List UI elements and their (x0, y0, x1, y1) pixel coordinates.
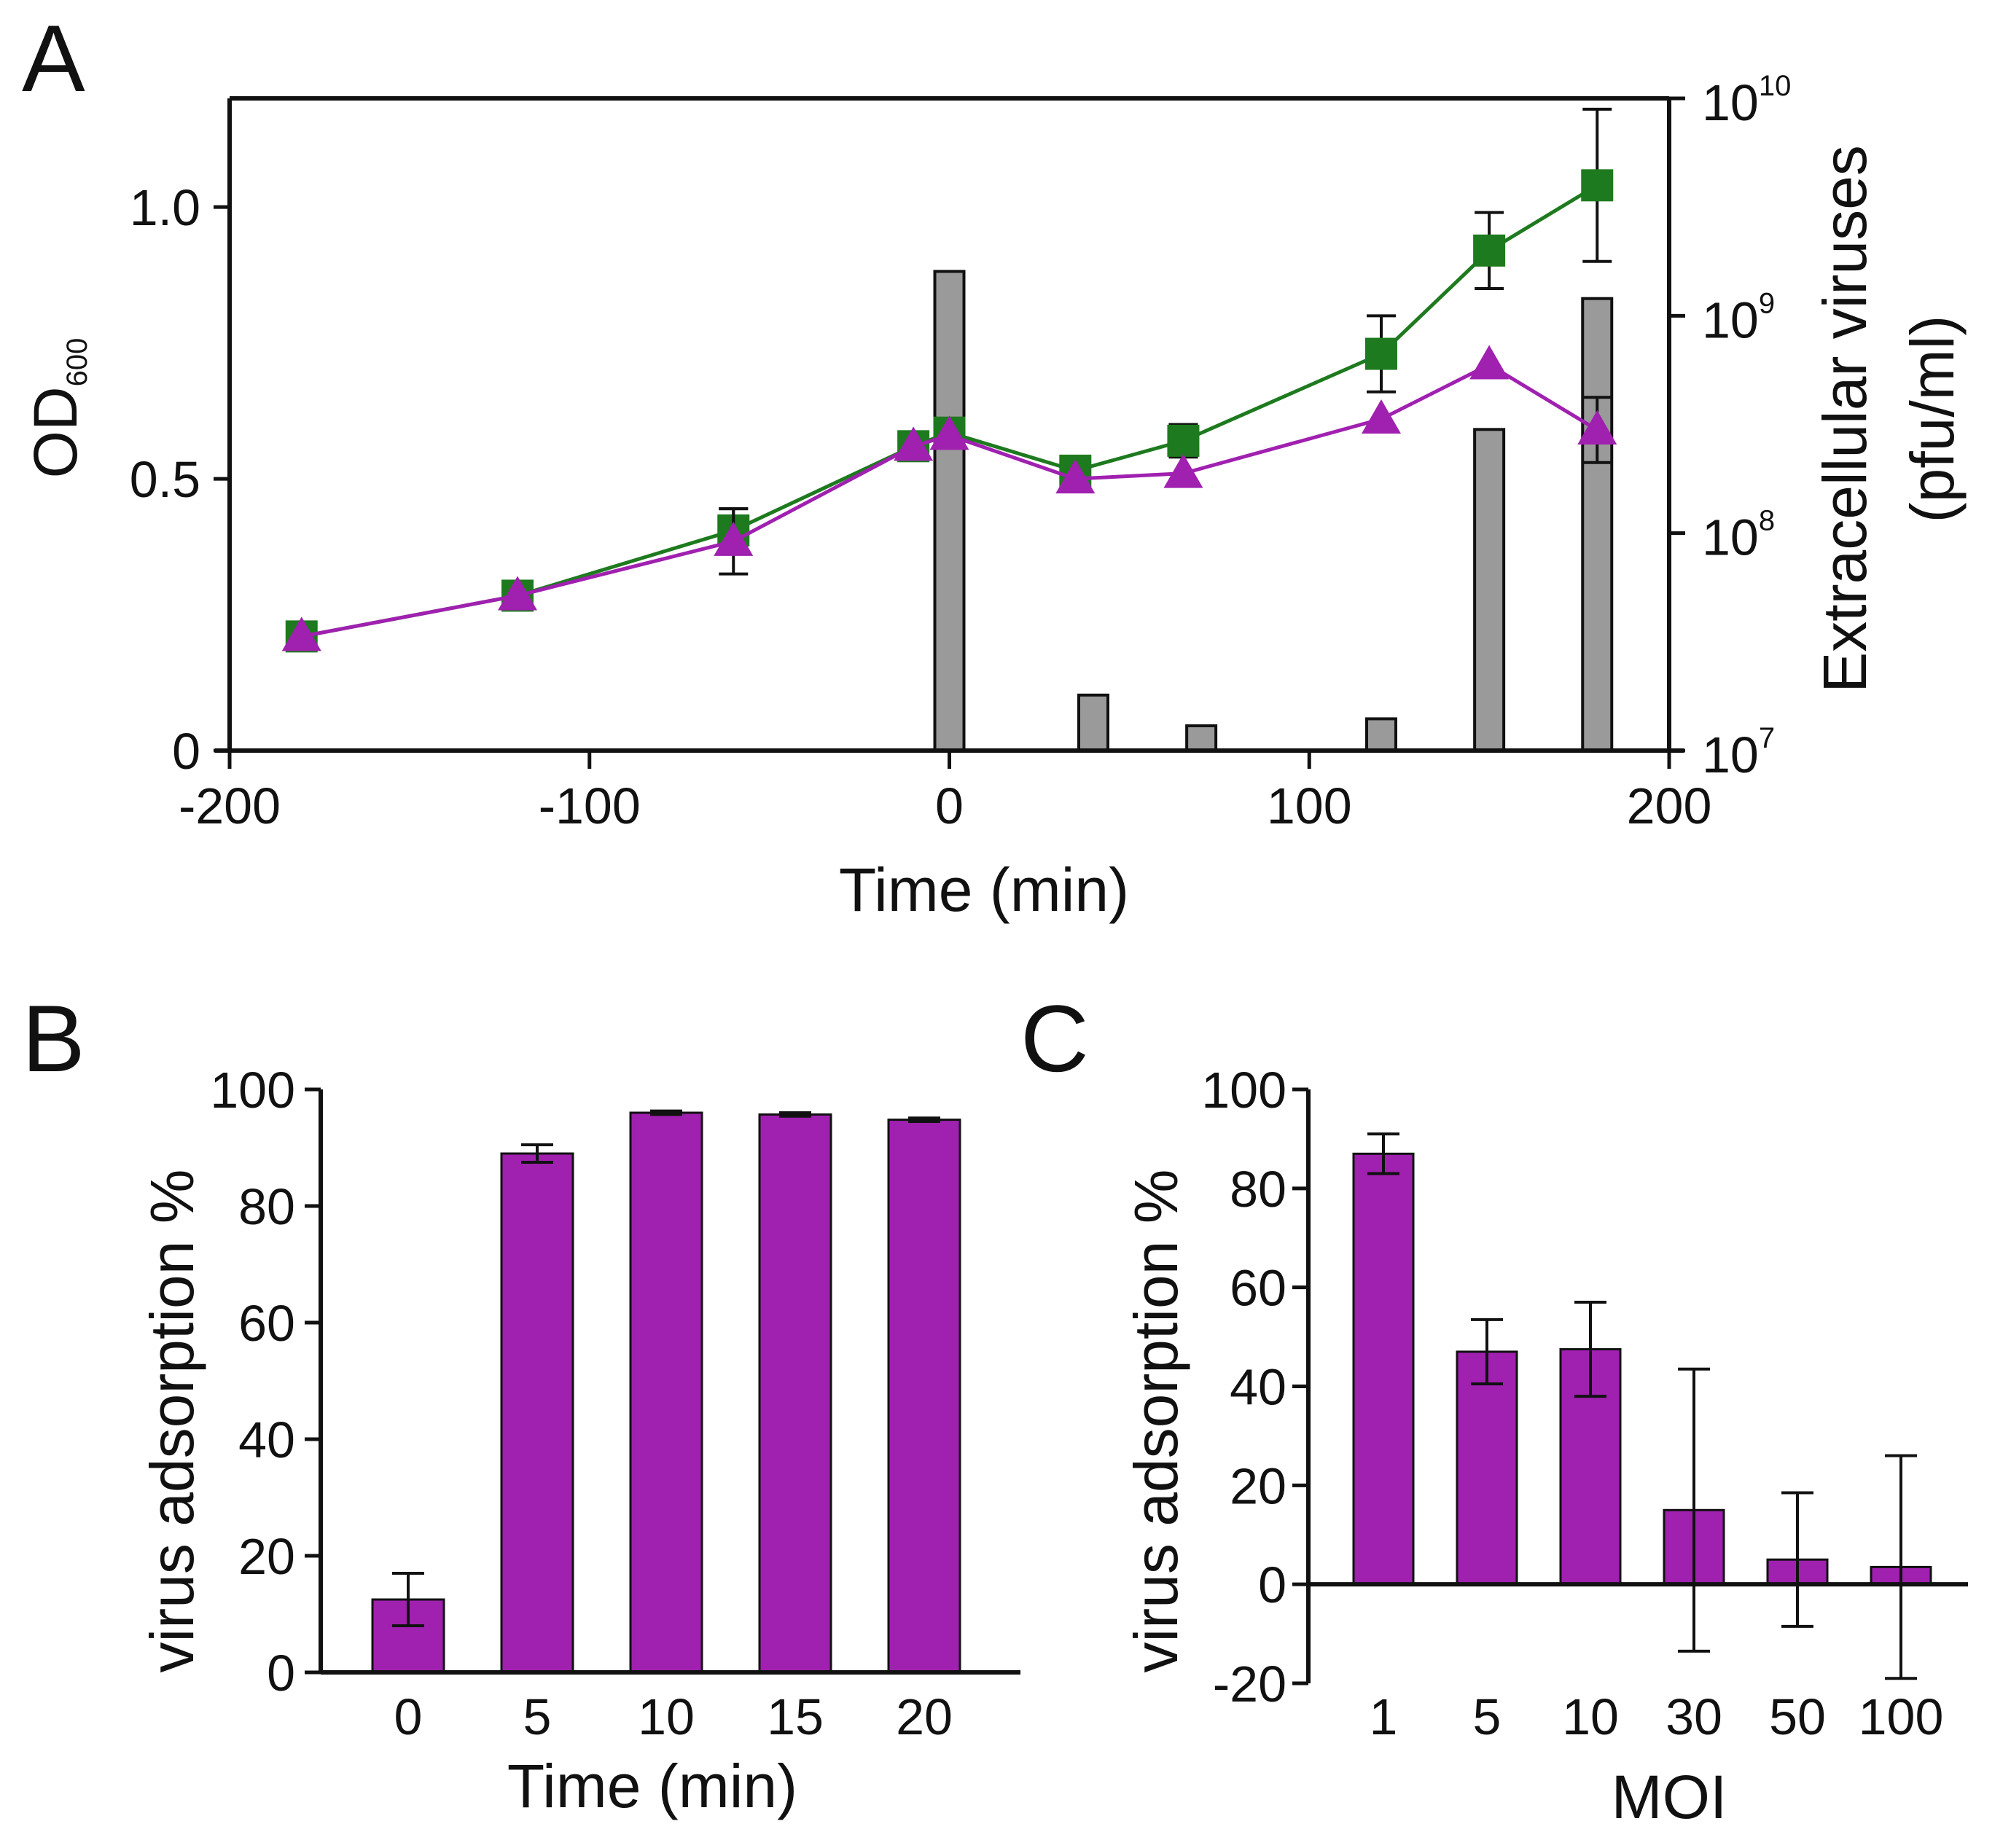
panel-letter-c: C (1020, 985, 1089, 1092)
c-bar (1456, 1350, 1518, 1586)
b-y-tick-label: 20 (238, 1528, 295, 1585)
panel-b-chart: 0 5 10 15 20 0 20 40 60 80 100 Time (min) virus ad… (138, 1062, 1020, 1820)
od-series-2-triangle-marker (1577, 410, 1617, 445)
panel-a-od-lines (281, 107, 1617, 653)
virus-bar (1185, 724, 1218, 752)
c-y-tick-label: 40 (1230, 1359, 1286, 1416)
od-series-1-line (301, 184, 1598, 638)
od-series-1-square-marker (1365, 337, 1397, 370)
panel-a-y2-tick-exponent: 9 (1759, 287, 1775, 319)
od-series-2-triangle-marker (894, 426, 934, 461)
panel-c-axes (1292, 1087, 1968, 1685)
c-x-tick-label: 50 (1769, 1688, 1826, 1745)
virus-bar (933, 270, 966, 752)
panel-a-y2-tick-label: 108 (1702, 505, 1775, 566)
b-y-tick-label: 0 (267, 1645, 295, 1702)
b-bar (758, 1113, 832, 1674)
panel-a-y-tick-label: 1.0 (130, 179, 200, 236)
panel-a-x-tick-label: -100 (539, 778, 641, 834)
virus-bar (1473, 428, 1506, 752)
panel-c-chart: 1 5 10 30 50 100 -20 0 20 40 60 80 100 MOI virus ads… (1122, 1062, 1968, 1831)
panel-a-y-axis-title: OD600 (21, 338, 93, 479)
panel-letter-b: B (22, 985, 85, 1092)
b-x-tick-label: 10 (638, 1688, 695, 1745)
panel-letter-a: A (22, 5, 85, 111)
c-y-tick-label: 0 (1258, 1557, 1286, 1613)
panel-a-y2-tick-label: 1010 (1702, 70, 1791, 131)
od-series-2-triangle-marker (498, 576, 537, 611)
panel-a-virus-bars (933, 270, 1614, 753)
panel-a-y-tick-label: 0.5 (130, 451, 200, 508)
virus-bar (1581, 297, 1614, 752)
panel-a-y2-tick-label: 107 (1702, 722, 1775, 783)
panel-a-y2-tick-exponent: 7 (1759, 722, 1775, 754)
b-y-tick-label: 100 (210, 1062, 295, 1119)
b-x-tick-label: 20 (896, 1688, 953, 1745)
c-y-tick-label: 100 (1201, 1062, 1286, 1119)
panel-a-y2-axis-title-line2: (pfu/ml) (1898, 316, 1967, 523)
od-series-1-square-marker (1167, 424, 1200, 457)
od-series-1-square-marker (1473, 234, 1506, 267)
c-x-tick-label: 5 (1473, 1688, 1502, 1745)
c-y-tick-label: -20 (1213, 1656, 1286, 1712)
panel-a-x-axis-title: Time (min) (839, 856, 1129, 924)
panel-a-x-tick-label: -200 (179, 778, 281, 834)
panel-a-x-tick-label: 100 (1267, 778, 1352, 834)
panel-a-x-tick-label: 0 (935, 778, 964, 834)
virus-bar (1365, 717, 1397, 753)
b-bar (629, 1111, 703, 1674)
panel-a-y-tick-label: 0 (172, 723, 200, 780)
od-series-2-triangle-marker (1163, 453, 1203, 488)
virus-bar (1077, 693, 1109, 752)
panel-a-y2-tick-base: 10 (1702, 291, 1759, 348)
b-x-tick-label: 5 (523, 1688, 552, 1745)
panel-a-axes (214, 96, 1685, 769)
b-x-tick-label: 0 (394, 1688, 423, 1745)
b-y-tick-label: 60 (238, 1295, 295, 1352)
panel-b-tick-labels: 0 5 10 15 20 0 20 40 60 80 100 (210, 1062, 953, 1745)
od-series-2-triangle-marker (714, 521, 754, 556)
c-y-tick-label: 60 (1230, 1260, 1286, 1317)
panel-c-x-axis-title: MOI (1612, 1763, 1727, 1831)
od-series-2-triangle-marker (281, 616, 321, 651)
panel-a-y2-tick-exponent: 8 (1759, 505, 1775, 537)
panel-a-y2-axis-title-line1: Extracellular viruses (1811, 145, 1879, 693)
panel-a-y2-tick-base: 10 (1702, 74, 1759, 131)
c-y-tick-label: 80 (1230, 1161, 1286, 1218)
od-series-2-triangle-marker (1469, 345, 1510, 380)
b-bar (887, 1119, 961, 1674)
b-bar (500, 1152, 574, 1674)
panel-c-bars (1352, 1132, 1932, 1680)
od-series-2-triangle-marker (929, 415, 969, 450)
panel-a-y2-tick-label: 109 (1702, 287, 1775, 348)
c-x-tick-label: 30 (1666, 1688, 1722, 1745)
panel-a-y-axis-title-subscript: 600 (61, 338, 93, 387)
b-y-tick-label: 80 (238, 1178, 295, 1235)
panel-a-y2-tick-base: 10 (1702, 727, 1759, 783)
c-x-tick-label: 100 (1859, 1688, 1944, 1745)
panel-b-axes (305, 1087, 1020, 1675)
c-x-tick-label: 1 (1370, 1688, 1398, 1745)
panel-a-y-axis-title-main: OD (21, 386, 90, 478)
c-y-tick-label: 20 (1230, 1457, 1286, 1514)
b-y-tick-label: 40 (238, 1412, 295, 1468)
panel-a-x-tick-label: 200 (1627, 778, 1712, 834)
c-bar (1352, 1152, 1415, 1586)
panel-a-y2-tick-exponent: 10 (1759, 70, 1792, 102)
od-series-2-line (301, 362, 1598, 638)
c-x-tick-label: 10 (1562, 1688, 1619, 1745)
panel-a-y2-tick-base: 10 (1702, 509, 1759, 566)
od-series-1-square-marker (1581, 169, 1614, 202)
panel-b-y-axis-title: virus adsorption % (138, 1170, 206, 1673)
od-series-2-triangle-marker (1055, 459, 1096, 494)
b-x-tick-label: 15 (767, 1688, 824, 1745)
panel-c-tick-labels: 1 5 10 30 50 100 -20 0 20 40 60 80 100 (1201, 1062, 1943, 1745)
panel-c-y-axis-title: virus adsorption % (1122, 1170, 1190, 1673)
od-series-2-triangle-marker (1362, 399, 1401, 434)
panel-b-x-axis-title: Time (min) (507, 1752, 797, 1820)
panel-b-bars (371, 1109, 961, 1674)
